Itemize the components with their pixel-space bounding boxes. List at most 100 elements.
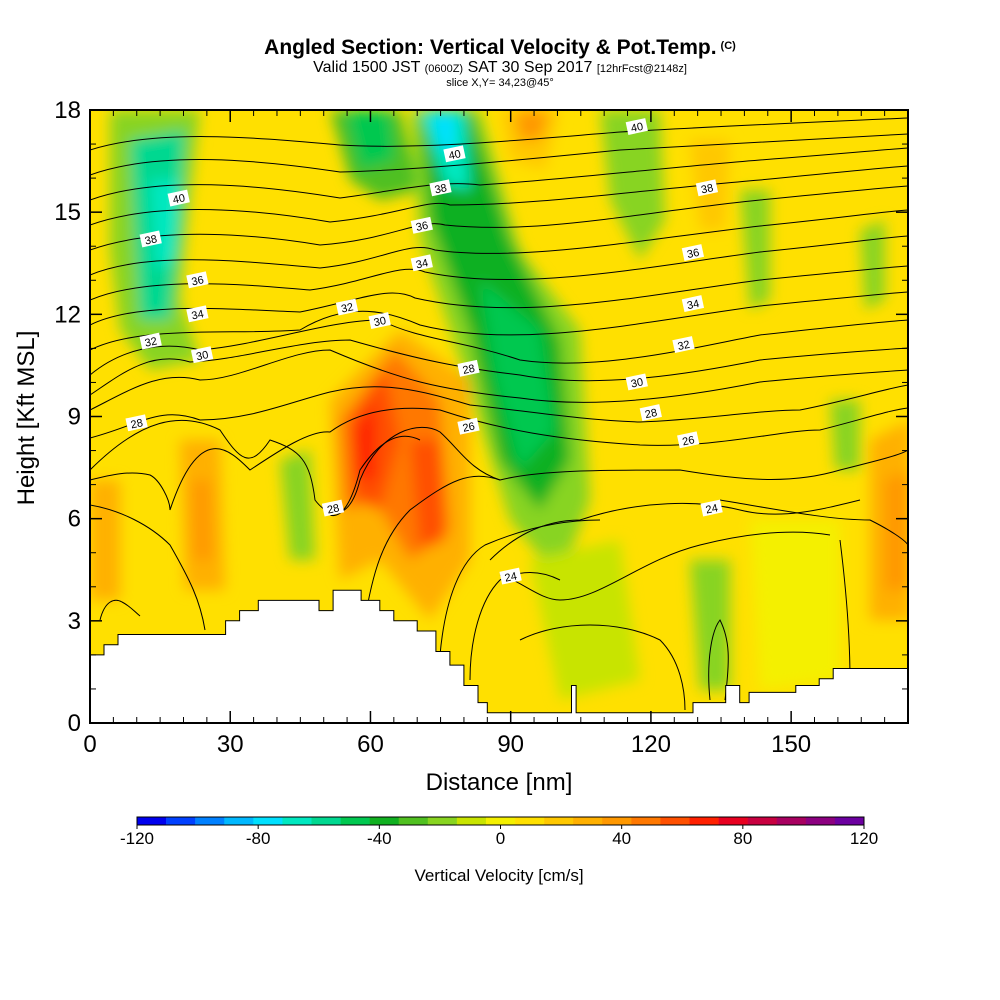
theta-contour-label: 28 — [457, 359, 480, 377]
theta-label-bg — [700, 499, 723, 517]
theta-label-text: 28 — [462, 363, 476, 377]
colorbar-swatch — [515, 817, 545, 825]
colorbar-tick-label: 0 — [496, 829, 505, 848]
theta-label-text: 34 — [190, 308, 204, 322]
theta-label-text: 30 — [195, 349, 209, 363]
colorbar-swatch — [776, 817, 807, 825]
theta-contour-label: 24 — [499, 567, 522, 585]
theta-label-text: 36 — [190, 274, 204, 288]
theta-label-text: 28 — [644, 407, 658, 421]
colorbar-swatch — [544, 817, 574, 825]
x-axis-label: Distance [nm] — [426, 769, 573, 796]
theta-label-text: 38 — [700, 182, 714, 196]
theta-label-bg — [672, 336, 695, 353]
colorbar-tick-label: -80 — [246, 829, 271, 848]
theta-label-bg — [139, 332, 162, 350]
colorbar-swatch — [137, 817, 167, 825]
theta-contour-label: 38 — [429, 179, 452, 197]
theta-label-text: 32 — [340, 301, 354, 315]
colorbar-swatch — [166, 817, 196, 825]
colorbar: -120 -80 -40 0 40 80 120 — [120, 816, 878, 848]
theta-label-bg — [625, 118, 648, 135]
colorbar-label: Vertical Velocity [cm/s] — [414, 866, 583, 885]
theta-label-text: 30 — [630, 376, 644, 390]
valid-time-utc: (0600Z) — [424, 63, 464, 75]
theta-contour-label: 36 — [410, 216, 433, 234]
theta-contour-label: 30 — [625, 373, 648, 391]
colorbar-swatch — [456, 817, 487, 825]
colorbar-swatch — [602, 817, 632, 825]
theta-contour-label: 34 — [186, 305, 209, 322]
theta-label-bg — [190, 346, 214, 364]
theta-label-text: 34 — [415, 257, 429, 271]
theta-label-bg — [321, 499, 345, 517]
theta-label-bg — [429, 179, 452, 197]
theta-label-text: 36 — [415, 220, 429, 234]
colorbar-swatch — [340, 817, 370, 825]
theta-label-text: 32 — [677, 339, 691, 353]
x-tick-label: 150 — [771, 731, 811, 758]
valid-time: Valid 1500 JST — [313, 59, 421, 76]
theta-contour-label: 36 — [681, 244, 705, 261]
theta-contour-label: 34 — [410, 254, 433, 272]
forecast-info: [12hrFcst@2148z] — [596, 63, 687, 75]
theta-contour-label: 32 — [335, 298, 359, 316]
theta-label-bg — [410, 254, 433, 272]
x-tick-label: 60 — [357, 731, 384, 758]
theta-label-bg — [677, 431, 700, 449]
y-axis-label: Height [Kft MSL] — [13, 331, 40, 506]
theta-contour-label: 38 — [695, 179, 719, 197]
theta-label-text: 26 — [462, 421, 476, 435]
theta-contour-label: 36 — [186, 271, 209, 289]
y-tick-label: 6 — [68, 506, 81, 533]
colorbar-tick-label: 40 — [612, 829, 631, 848]
theta-label-bg — [167, 189, 190, 207]
y-tick-label: 3 — [68, 608, 81, 635]
theta-label-text: 40 — [172, 192, 186, 206]
x-tick-label: 30 — [217, 731, 244, 758]
theta-contour-label: 30 — [190, 346, 214, 364]
colorbar-tick-label: 120 — [850, 829, 878, 848]
theta-contour-label: 32 — [672, 336, 695, 353]
theta-contour-label: 40 — [167, 189, 190, 207]
theta-label-text: 40 — [630, 121, 644, 135]
theta-label-text: 26 — [681, 434, 695, 448]
theta-contour-label: 40 — [443, 145, 466, 163]
theta-contour-label: 30 — [368, 312, 391, 329]
theta-label-bg — [681, 244, 705, 261]
theta-contour-labels: 40 38 36 34 32 30 28 28 32 30 34 36 38 40 28 26 24 40 38 36… — [125, 118, 723, 585]
theta-label-text: 38 — [434, 182, 448, 196]
chart-title: Angled Section: Vertical Velocity & Pot.… — [0, 36, 1000, 60]
theta-contour-label: 26 — [457, 417, 480, 435]
chart-subtitle: Valid 1500 JST (0600Z) SAT 30 Sep 2017 [… — [0, 59, 1000, 77]
x-tick-label: 90 — [497, 731, 524, 758]
theta-label-bg — [695, 179, 719, 197]
y-tick-label: 9 — [68, 404, 81, 431]
theta-label-bg — [499, 567, 522, 585]
theta-label-text: 28 — [130, 417, 144, 431]
theta-label-bg — [410, 216, 433, 234]
colorbar-tick-label: 80 — [733, 829, 752, 848]
theta-contour-label: 32 — [139, 332, 162, 350]
theta-label-text: 34 — [686, 298, 700, 312]
colorbar-tick-label: -120 — [120, 829, 154, 848]
y-tick-label: 0 — [68, 710, 81, 737]
theta-label-bg — [625, 373, 648, 391]
theta-label-text: 32 — [144, 335, 158, 349]
theta-contour-label: 28 — [125, 414, 148, 431]
theta-label-bg — [335, 298, 359, 316]
x-tick-label: 120 — [631, 731, 671, 758]
colorbar-swatch — [282, 817, 312, 825]
theta-label-bg — [139, 230, 162, 248]
colorbar-swatch — [311, 817, 341, 825]
theta-contour-label: 34 — [681, 295, 705, 312]
colorbar-swatch — [195, 817, 225, 825]
theta-label-bg — [186, 271, 209, 289]
theta-label-bg — [443, 145, 466, 163]
theta-contour-label: 24 — [700, 499, 723, 517]
y-tick-label: 18 — [54, 97, 81, 124]
colorbar-swatch — [573, 817, 603, 825]
theta-contour-label: 40 — [625, 118, 648, 135]
colorbar-swatch — [660, 817, 690, 825]
